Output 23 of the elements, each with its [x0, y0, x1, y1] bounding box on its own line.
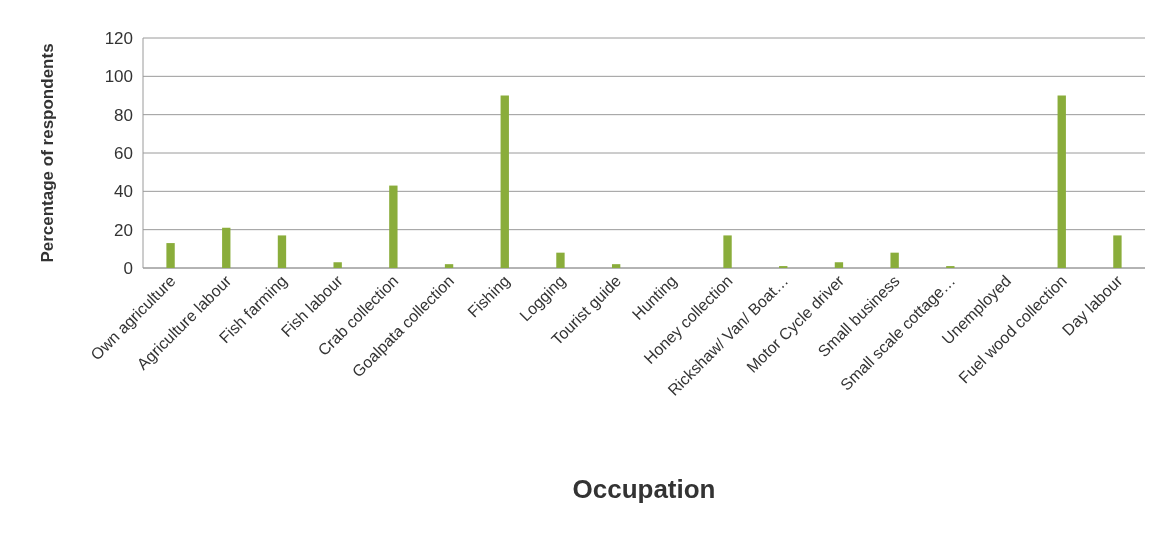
- y-tick-label: 0: [123, 258, 133, 278]
- bar: [1057, 95, 1066, 268]
- bar: [166, 243, 175, 268]
- bar: [890, 252, 899, 268]
- bar: [556, 252, 565, 268]
- bar: [500, 95, 509, 268]
- y-axis-title: Percentage of respondents: [38, 43, 57, 263]
- y-tick-label: 40: [114, 182, 133, 202]
- bar: [1113, 235, 1122, 268]
- bar: [723, 235, 732, 268]
- bar: [389, 185, 398, 268]
- bar: [611, 264, 621, 268]
- x-axis-title: Occupation: [572, 474, 716, 504]
- y-tick-label: 80: [114, 105, 133, 125]
- bar: [222, 227, 231, 268]
- y-tick-label: 120: [104, 28, 133, 48]
- bar: [277, 235, 287, 268]
- bar: [834, 262, 844, 268]
- bar: [333, 262, 342, 268]
- y-tick-label: 60: [114, 143, 133, 163]
- y-tick-label: 20: [114, 220, 133, 240]
- bar: [444, 264, 454, 268]
- y-tick-label: 100: [104, 67, 133, 87]
